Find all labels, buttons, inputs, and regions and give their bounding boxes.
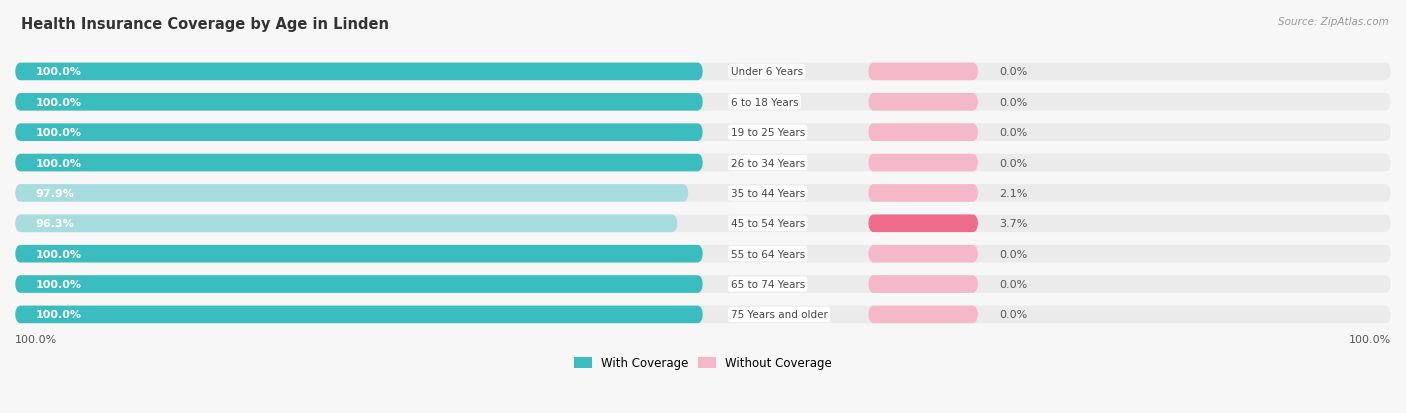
Text: 0.0%: 0.0% [998,158,1028,168]
Text: 65 to 74 Years: 65 to 74 Years [731,279,804,290]
Text: 55 to 64 Years: 55 to 64 Years [731,249,804,259]
FancyBboxPatch shape [868,306,979,323]
Text: 100.0%: 100.0% [35,249,82,259]
Text: 100.0%: 100.0% [35,67,82,77]
FancyBboxPatch shape [15,215,1391,233]
Text: 96.3%: 96.3% [35,219,75,229]
Text: 100.0%: 100.0% [35,128,82,138]
FancyBboxPatch shape [15,64,1391,81]
FancyBboxPatch shape [868,124,979,142]
Text: 0.0%: 0.0% [998,279,1028,290]
FancyBboxPatch shape [868,154,979,172]
FancyBboxPatch shape [868,94,979,112]
Legend: With Coverage, Without Coverage: With Coverage, Without Coverage [569,352,837,374]
FancyBboxPatch shape [15,154,703,172]
FancyBboxPatch shape [15,306,1391,323]
FancyBboxPatch shape [868,185,979,202]
FancyBboxPatch shape [15,275,703,293]
Text: 0.0%: 0.0% [998,128,1028,138]
Text: 97.9%: 97.9% [35,188,75,198]
FancyBboxPatch shape [868,245,979,263]
FancyBboxPatch shape [15,124,703,142]
FancyBboxPatch shape [15,306,703,323]
Text: 100.0%: 100.0% [1348,335,1391,344]
Text: 100.0%: 100.0% [35,279,82,290]
FancyBboxPatch shape [15,245,1391,263]
FancyBboxPatch shape [868,64,979,81]
FancyBboxPatch shape [15,124,1391,142]
FancyBboxPatch shape [868,215,979,233]
Text: 3.7%: 3.7% [998,219,1028,229]
Text: 0.0%: 0.0% [998,67,1028,77]
Text: 26 to 34 Years: 26 to 34 Years [731,158,804,168]
Text: 100.0%: 100.0% [35,158,82,168]
FancyBboxPatch shape [15,275,1391,293]
Text: Source: ZipAtlas.com: Source: ZipAtlas.com [1278,17,1389,26]
FancyBboxPatch shape [15,245,703,263]
Text: 0.0%: 0.0% [998,249,1028,259]
FancyBboxPatch shape [15,94,1391,112]
FancyBboxPatch shape [15,185,1391,202]
FancyBboxPatch shape [15,154,1391,172]
FancyBboxPatch shape [15,185,689,202]
FancyBboxPatch shape [15,64,703,81]
Text: 0.0%: 0.0% [998,310,1028,320]
Text: 0.0%: 0.0% [998,97,1028,107]
Text: 100.0%: 100.0% [35,97,82,107]
Text: 100.0%: 100.0% [15,335,58,344]
Text: 100.0%: 100.0% [35,310,82,320]
Text: 35 to 44 Years: 35 to 44 Years [731,188,804,198]
Text: 45 to 54 Years: 45 to 54 Years [731,219,804,229]
Text: 75 Years and older: 75 Years and older [731,310,827,320]
FancyBboxPatch shape [15,215,678,233]
Text: Health Insurance Coverage by Age in Linden: Health Insurance Coverage by Age in Lind… [21,17,389,31]
FancyBboxPatch shape [868,275,979,293]
Text: 19 to 25 Years: 19 to 25 Years [731,128,804,138]
Text: 6 to 18 Years: 6 to 18 Years [731,97,799,107]
FancyBboxPatch shape [15,94,703,112]
Text: Under 6 Years: Under 6 Years [731,67,803,77]
Text: 2.1%: 2.1% [998,188,1028,198]
